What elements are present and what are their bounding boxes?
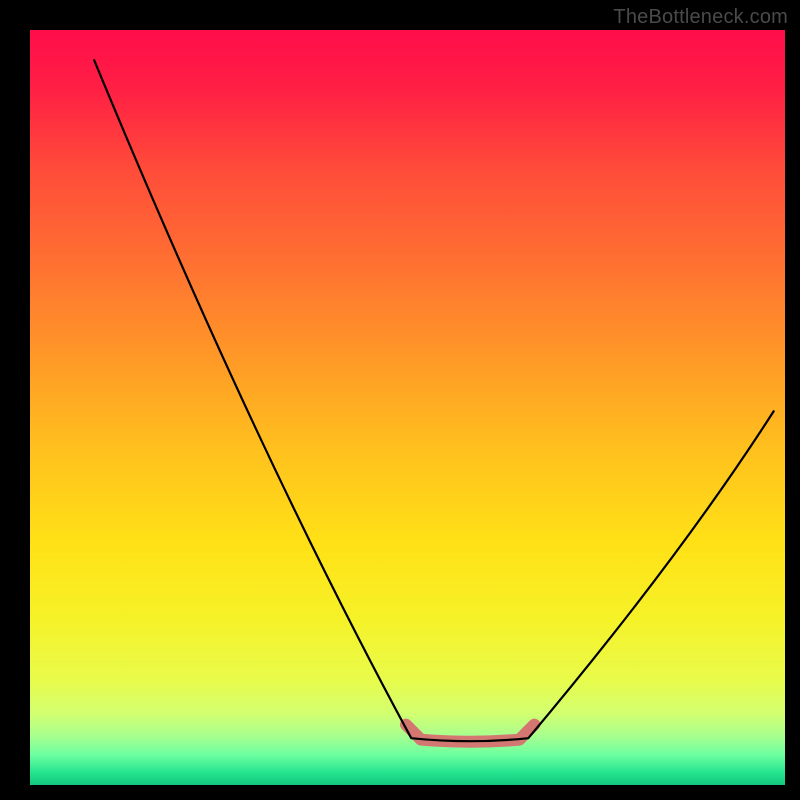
watermark-text: TheBottleneck.com (613, 6, 788, 29)
plot-area (30, 30, 785, 785)
gradient-background (0, 0, 800, 800)
chart-stage: TheBottleneck.com (0, 0, 800, 800)
